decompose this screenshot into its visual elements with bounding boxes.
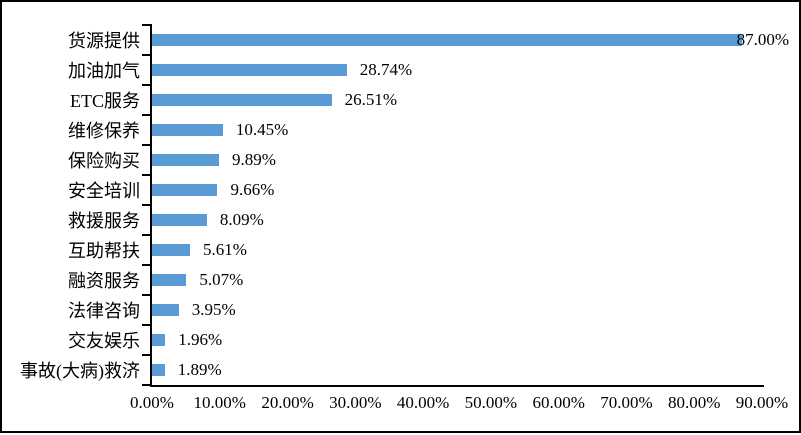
x-axis-tick-label: 30.00% [329,393,382,412]
value-label: 10.45% [235,120,289,139]
value-label: 28.74% [359,60,413,79]
chart-row: 安全培训 9.66% [2,175,801,205]
chart-row: 救援服务 8.09% [2,205,801,235]
x-axis-tick-label: 50.00% [464,393,518,412]
x-axis-tick-label: 10.00% [193,393,246,412]
category-label: 交友娱乐 [68,331,140,351]
y-axis-tick [142,54,152,56]
bar [152,214,207,226]
y-axis-tick [142,84,152,86]
value-label: 9.89% [232,150,276,169]
y-axis-tick [142,174,152,176]
y-axis-tick [142,24,152,26]
chart-row: 事故(大病)救济 1.89% [2,355,801,385]
y-axis-tick [142,324,152,326]
bar [152,94,332,106]
bar [152,64,347,76]
x-axis-tick-label: 20.00% [261,393,314,412]
category-label: 安全培训 [68,181,140,201]
chart-row: 法律咨询 3.95% [2,295,801,325]
bar [152,244,191,256]
bar [152,124,223,136]
value-label: 3.95% [191,300,236,319]
category-label: 融资服务 [68,271,140,291]
chart-row: 维修保养 10.45% [2,115,801,145]
y-axis-tick [142,234,152,236]
chart-row: ETC服务 26.51% [2,85,801,115]
x-axis-tick-label: 70.00% [600,393,653,412]
x-axis-tick-label: 90.00% [735,393,789,412]
y-axis-tick [142,264,152,266]
x-axis-tick-label: 60.00% [532,393,585,412]
bar [152,274,187,286]
y-axis-tick [142,204,152,206]
value-label: 5.07% [199,270,244,289]
value-label: 9.66% [230,180,275,199]
x-axis-line [150,385,764,387]
x-axis-tick-label: 80.00% [668,393,721,412]
value-label: 26.51% [344,90,398,109]
bar [152,334,166,346]
y-axis-line [150,25,152,387]
bar [152,304,179,316]
category-label: 货源提供 [68,31,140,51]
category-label: ETC服务 [70,91,140,111]
chart-row: 加油加气 28.74% [2,55,801,85]
value-label: 87.00% [736,30,790,49]
x-axis-tick-label: 40.00% [396,393,450,412]
chart-row: 交友娱乐 1.96% [2,325,801,355]
value-label: 8.09% [219,210,264,229]
chart-row: 互助帮扶 5.61% [2,235,801,265]
value-label: 1.96% [178,330,223,349]
category-label: 加油加气 [68,61,140,81]
bar [152,34,742,46]
category-label: 救援服务 [68,211,140,231]
bar [152,154,220,166]
category-label: 事故(大病)救济 [20,361,140,381]
bar [152,184,218,196]
y-axis-tick [142,114,152,116]
y-axis-tick [142,294,152,296]
chart-row: 保险购买 9.89% [2,145,801,175]
chart-row: 货源提供 87.00% [2,25,801,55]
y-axis-tick [142,384,152,386]
x-axis-tick-label: 0.00% [130,393,174,412]
category-label: 互助帮扶 [68,241,140,261]
chart-row: 融资服务 5.07% [2,265,801,295]
value-label: 5.61% [203,240,247,259]
category-label: 维修保养 [68,121,140,141]
bar [152,364,165,376]
y-axis-tick [142,354,152,356]
category-label: 法律咨询 [68,301,140,321]
value-label: 1.89% [177,360,222,379]
category-label: 保险购买 [68,151,140,171]
y-axis-tick [142,144,152,146]
